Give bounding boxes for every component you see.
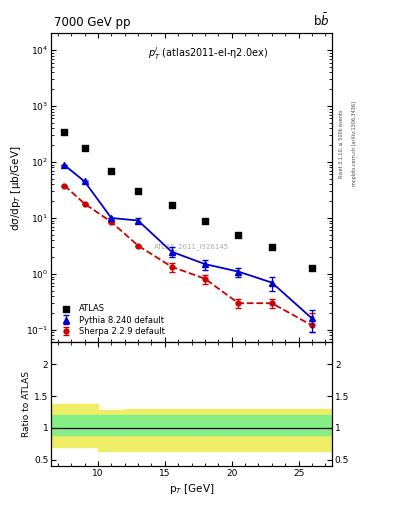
Y-axis label: Ratio to ATLAS: Ratio to ATLAS [22,371,31,437]
Text: b$\bar{b}$: b$\bar{b}$ [313,12,329,29]
ATLAS [309,264,315,272]
X-axis label: p$_T$ [GeV]: p$_T$ [GeV] [169,482,214,496]
ATLAS [202,217,208,225]
ATLAS [269,243,275,251]
ATLAS [61,127,68,136]
ATLAS [168,201,174,209]
Y-axis label: dσ/dp$_T$ [μb/GeV]: dσ/dp$_T$ [μb/GeV] [9,145,23,230]
ATLAS [81,144,88,153]
Legend: ATLAS, Pythia 8.240 default, Sherpa 2.2.9 default: ATLAS, Pythia 8.240 default, Sherpa 2.2.… [55,302,167,338]
Text: 7000 GeV pp: 7000 GeV pp [54,16,130,29]
Text: $p_T^l$ (atlas2011-el-η2.0ex): $p_T^l$ (atlas2011-el-η2.0ex) [149,46,268,62]
ATLAS [135,187,141,196]
ATLAS [108,166,114,175]
Text: ATLAS_2011_I926145: ATLAS_2011_I926145 [154,243,229,250]
Text: Rivet 3.1.10, ≥ 500k events: Rivet 3.1.10, ≥ 500k events [339,109,344,178]
Text: mcplots.cern.ch [arXiv:1306.3436]: mcplots.cern.ch [arXiv:1306.3436] [352,101,357,186]
ATLAS [235,231,242,239]
